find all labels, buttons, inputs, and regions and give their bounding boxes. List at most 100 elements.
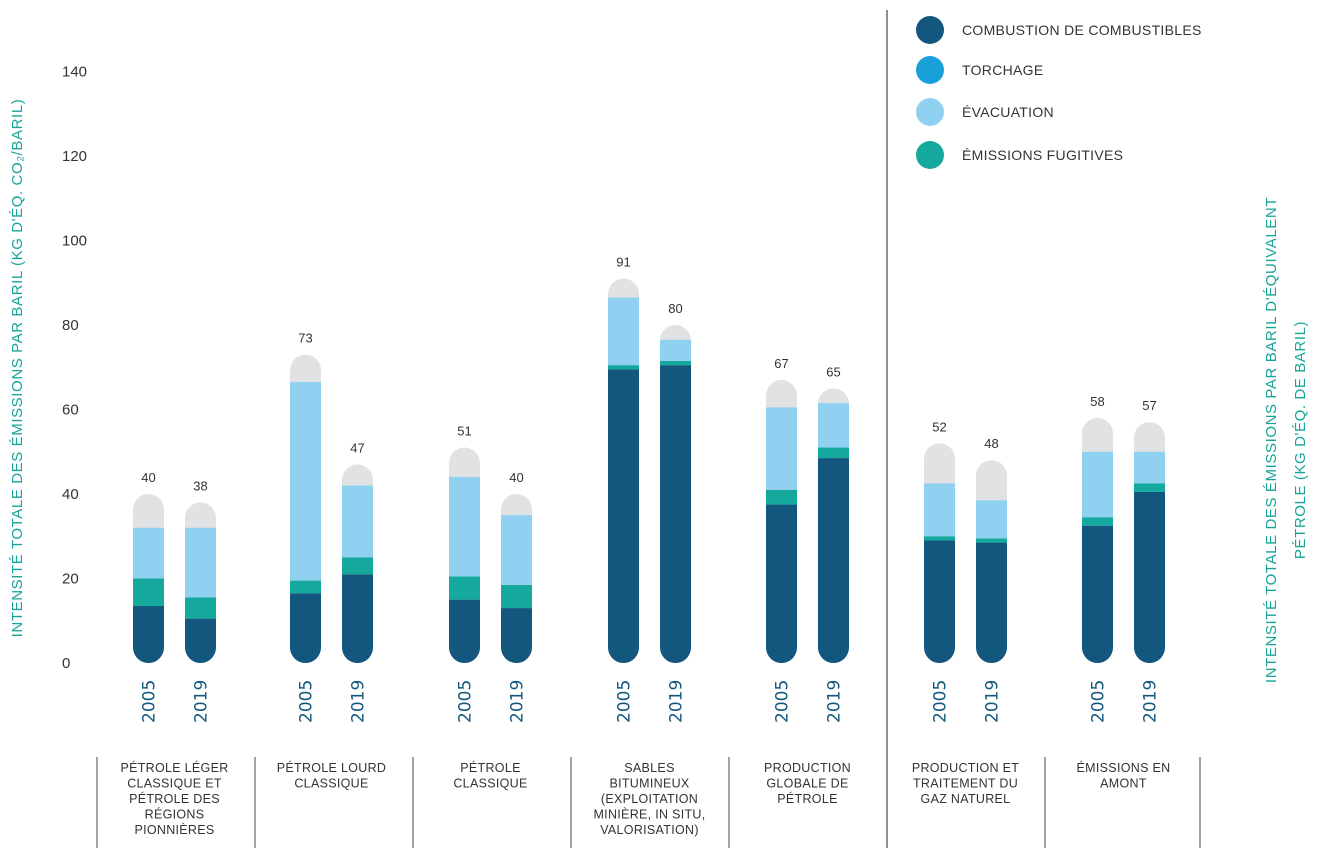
y-tick-label: 100 — [62, 233, 87, 250]
bar-segment-combustion — [976, 542, 1007, 663]
legend: COMBUSTION DE COMBUSTIBLES TORCHAGE ÉVACUA… — [916, 16, 1201, 169]
bar-total-label: 58 — [1090, 394, 1104, 409]
bar-segment-venting — [1082, 451, 1113, 518]
category-label-line: RÉGIONS — [145, 807, 205, 822]
bar-segment-fugitive — [501, 584, 532, 609]
bar-segment-fugitive — [766, 489, 797, 505]
category-label-line: ÉMISSIONS EN — [1077, 760, 1171, 775]
bar-2019 — [185, 502, 216, 663]
bar-segment-combustion — [449, 599, 480, 663]
bar-2005 — [924, 443, 955, 663]
bar-segment-combustion — [818, 458, 849, 663]
year-label: 2005 — [140, 680, 160, 723]
legend-label: TORCHAGE — [962, 62, 1044, 78]
category-label-line: CLASSIQUE ET — [127, 777, 222, 791]
bars — [133, 278, 1165, 663]
y-tick-label: 0 — [62, 655, 70, 672]
y-tick-label: 20 — [62, 571, 79, 588]
bar-segment-fugitive — [449, 576, 480, 600]
category-label-line: GAZ NATUREL — [921, 792, 1011, 806]
bar-segment-venting — [818, 403, 849, 448]
year-label: 2005 — [615, 680, 635, 723]
bar-total-label: 57 — [1142, 398, 1156, 413]
bar-segment-venting — [449, 477, 480, 577]
year-label: 2019 — [667, 680, 687, 723]
bar-2019 — [1134, 422, 1165, 663]
category-label-line: PIONNIÈRES — [134, 822, 214, 837]
bar-total-label: 52 — [932, 419, 946, 434]
bar-total-label: 48 — [984, 436, 998, 451]
category-label-line: TRAITEMENT DU — [913, 777, 1018, 791]
bar-segment-combustion — [1134, 491, 1165, 663]
bar-2005 — [766, 379, 797, 663]
year-label: 2005 — [456, 680, 476, 723]
bar-total-label: 65 — [826, 364, 840, 379]
bar-segment-combustion — [501, 608, 532, 663]
year-label: 2019 — [983, 680, 1003, 723]
bar-total-label: 51 — [457, 424, 471, 439]
bar-segment-venting — [1134, 451, 1165, 484]
legend-swatch — [916, 98, 944, 126]
bar-segment-fugitive — [133, 578, 164, 606]
category-label-line: PÉTROLE LÉGER — [120, 760, 228, 775]
y-tick-label: 40 — [62, 486, 79, 503]
bar-segment-fugitive — [976, 538, 1007, 543]
y-axis-title-right-line1: INTENSITÉ TOTALE DES ÉMISSIONS PAR BARIL… — [1263, 197, 1280, 683]
y-axis-title-left: INTENSITÉ TOTALE DES ÉMISSIONS PAR BARIL… — [9, 99, 26, 638]
bar-segment-fugitive — [924, 536, 955, 541]
bar-segment-combustion — [1082, 525, 1113, 663]
category-label-line: PRODUCTION ET — [912, 761, 1019, 775]
y-tick-label: 140 — [62, 64, 87, 81]
category-label-line: VALORISATION) — [600, 823, 699, 837]
bar-segment-venting — [342, 485, 373, 558]
bar-2019 — [660, 325, 691, 663]
bar-segment-fugitive — [660, 360, 691, 366]
bar-segment-combustion — [342, 574, 373, 663]
bar-segment-combustion — [185, 618, 216, 663]
category-label-line: PÉTROLE LOURD — [277, 760, 386, 775]
bar-segment-fugitive — [608, 365, 639, 370]
year-label: 2019 — [1141, 680, 1161, 723]
bar-total-label: 40 — [509, 470, 523, 485]
category-label-line: BITUMINEUX — [609, 777, 689, 791]
bar-segment-venting — [501, 515, 532, 585]
year-label: 2019 — [349, 680, 369, 723]
bar-total-label: 91 — [616, 255, 630, 270]
bar-total-label: 40 — [141, 470, 155, 485]
bar-segment-fugitive — [1134, 483, 1165, 492]
bar-segment-fugitive — [185, 597, 216, 619]
legend-label: ÉMISSIONS FUGITIVES — [962, 147, 1123, 163]
year-label: 2019 — [192, 680, 212, 723]
legend-swatch — [916, 141, 944, 169]
bar-segment-venting — [976, 500, 1007, 539]
year-label: 2019 — [825, 680, 845, 723]
bar-segment-venting — [660, 339, 691, 361]
y-tick-label: 120 — [62, 148, 87, 165]
bar-segment-combustion — [766, 504, 797, 663]
bar-total-label: 73 — [298, 331, 312, 346]
year-label: 2005 — [931, 680, 951, 723]
y-tick-label: 80 — [62, 317, 79, 334]
y-axis: 0 20 40 60 80 100 120 140 INTENSITÉ TOTALE DES É… — [9, 64, 1309, 684]
bar-segment-venting — [290, 382, 321, 581]
category-label-line: PÉTROLE — [460, 760, 520, 775]
category-label-line: PRODUCTION — [764, 761, 851, 775]
bar-2005 — [449, 447, 480, 663]
bar-segment-fugitive — [342, 557, 373, 575]
bar-total-label: 67 — [774, 356, 788, 371]
guides — [96, 10, 1201, 848]
y-axis-title-right-line2: PÉTROLE (KG D'ÉQ. DE BARIL) — [1292, 321, 1309, 559]
year-label: 2019 — [508, 680, 528, 723]
bar-2019 — [342, 464, 373, 663]
bar-total-label: 38 — [193, 478, 207, 493]
bar-segment-venting — [133, 527, 164, 579]
bar-segment-fugitive — [818, 447, 849, 459]
bar-2019 — [501, 494, 532, 663]
y-tick-label: 60 — [62, 402, 79, 419]
legend-swatch — [916, 16, 944, 44]
bar-segment-combustion — [660, 365, 691, 663]
legend-swatch — [916, 56, 944, 84]
category-label-line: PÉTROLE DES — [129, 791, 220, 806]
bar-segment-venting — [766, 407, 797, 490]
